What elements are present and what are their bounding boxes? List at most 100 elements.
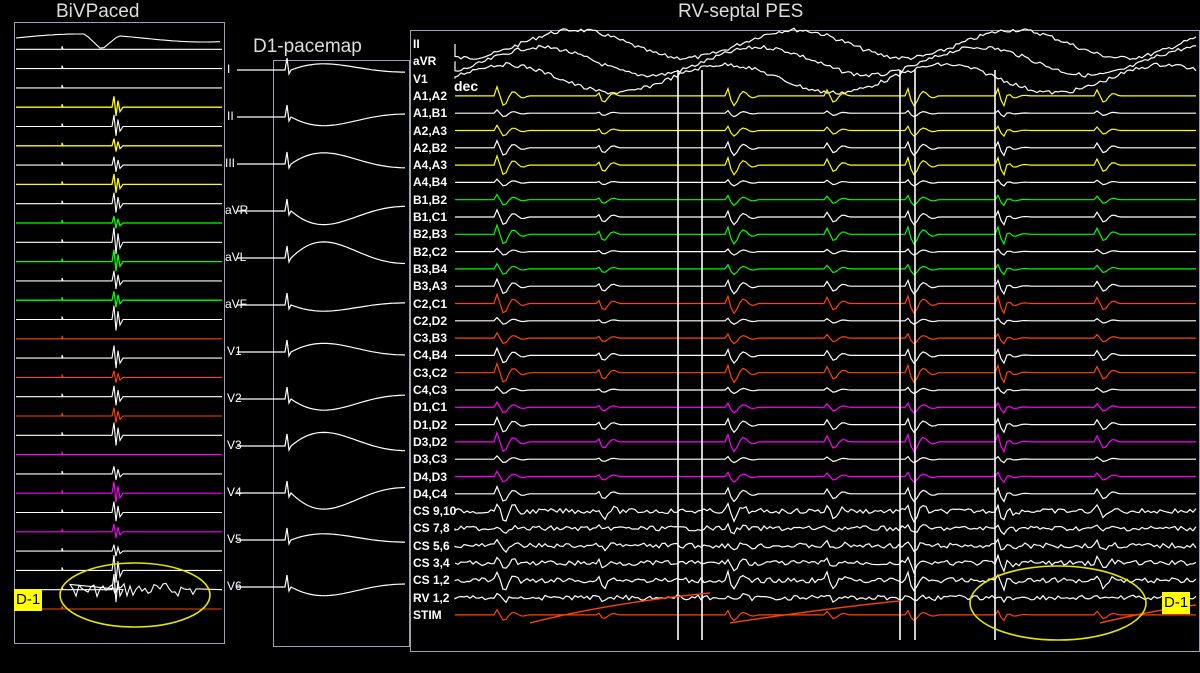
lead-trace [237,57,405,77]
biv-paced-panel: BiVPaced D-1 [0,0,225,673]
trace-line [16,84,222,89]
lead-label: V2 [227,391,242,405]
d1-pacemap-traces [237,57,406,597]
channel-trace [455,455,1196,464]
channel-label: V1 [413,71,428,86]
lead-label: V4 [227,485,242,499]
stim-ramp [529,592,711,624]
channel-trace [454,553,1197,575]
trace-line [16,466,222,481]
trace-line [16,173,222,193]
channel-trace [455,109,1196,118]
channel-trace [455,385,1196,395]
channel-label: D4,D3 [413,469,448,484]
channel-label: B2,B3 [413,227,448,242]
lead-trace [237,574,406,597]
trace-line [15,33,221,49]
channel-label: CS 1,2 [413,573,450,588]
channel-label: D3,D2 [413,434,448,449]
channel-trace [455,124,1196,138]
biv-paced-frame [14,22,225,644]
channel-trace [454,522,1197,536]
lead-label: V1 [227,344,242,358]
channel-label: D1,D2 [413,417,448,432]
stim-ramp [729,600,901,624]
lead-label: III [225,156,236,170]
dec-annotation: dec [454,78,479,94]
channel-trace [454,592,1197,604]
lead-trace [237,386,405,411]
trace-line [16,451,222,456]
trace-line [16,192,222,213]
channel-label: STIM [413,607,442,622]
channel-label: C3,B3 [413,331,448,346]
channel-label: A2,B2 [413,140,448,155]
lead-label: aVL [225,250,247,264]
lead-trace [237,292,405,312]
trace-line [16,481,222,503]
channel-label: CS 7,8 [413,521,450,536]
channel-trace [455,178,1196,187]
trace-line [16,544,222,557]
trace-line [16,501,222,522]
trace-line [16,156,222,172]
lead-trace [237,241,406,265]
channel-trace [455,400,1196,414]
channel-label: CS 9,10 [413,504,457,519]
channel-trace [455,262,1196,276]
channel-trace [455,247,1196,256]
lead-label: II [227,109,234,123]
d1-tag-left: D-1 [14,589,43,611]
d1-pacemap-frame [273,60,410,647]
channel-label: B1,C1 [413,210,448,224]
lead-trace [237,431,406,453]
d1-tag-right: D-1 [1162,592,1191,614]
channel-label: A1,B1 [413,106,448,121]
channel-trace [455,608,1196,622]
trace-line [16,385,222,406]
channel-trace [455,485,1196,503]
trace-line [16,227,222,255]
lead-trace [237,527,405,547]
channel-label: D1,C1 [413,400,448,415]
channel-trace [455,193,1196,207]
channel-trace [454,502,1197,524]
channel-trace [455,223,1196,246]
lead-label: V5 [227,532,242,546]
channel-trace [455,361,1196,384]
rv-septal-pes-traces [454,27,1197,641]
lead-trace [237,339,406,359]
channel-label: A2,A3 [413,123,448,138]
channel-trace [454,61,1197,95]
trace-line [16,65,222,70]
channel-label: aVR [413,54,437,69]
trace-line [16,605,222,610]
channel-label: B3,A3 [413,279,448,294]
channel-label: II [413,37,420,51]
channel-trace [455,277,1196,296]
biv-paced-title: BiVPaced [56,1,140,22]
channel-label: RV 1,2 [413,590,450,605]
trace-line [16,345,222,369]
trace-line [16,305,222,331]
lead-label: V6 [227,579,242,593]
trace-line [16,523,222,539]
lead-label: aVF [225,297,248,311]
trace-line [16,270,222,290]
channel-trace [455,84,1196,108]
channel-label: CS 5,6 [413,538,450,553]
channel-trace [454,538,1197,554]
channel-trace [455,292,1196,315]
rv-septal-pes-panel: RV-septal PES II aVR V1 A1,A2 A1,B1 A2,A3 A2,B… [410,0,1200,673]
channel-label: B1,B2 [413,192,448,207]
channel-trace [455,139,1196,157]
channel-label: B2,C2 [413,244,448,259]
rv-septal-pes-title: RV-septal PES [678,1,804,22]
channel-label: A1,A2 [413,88,448,103]
channel-trace [454,44,1197,78]
channel-trace [455,470,1196,484]
lead-label: V3 [227,438,242,452]
trace-line [16,407,222,423]
d1-pacemap-panel: D1-pacemap I II III aVR aVL aVF V1 V2 V3 V4 V5 V6 [225,0,410,673]
channel-trace [455,153,1196,177]
